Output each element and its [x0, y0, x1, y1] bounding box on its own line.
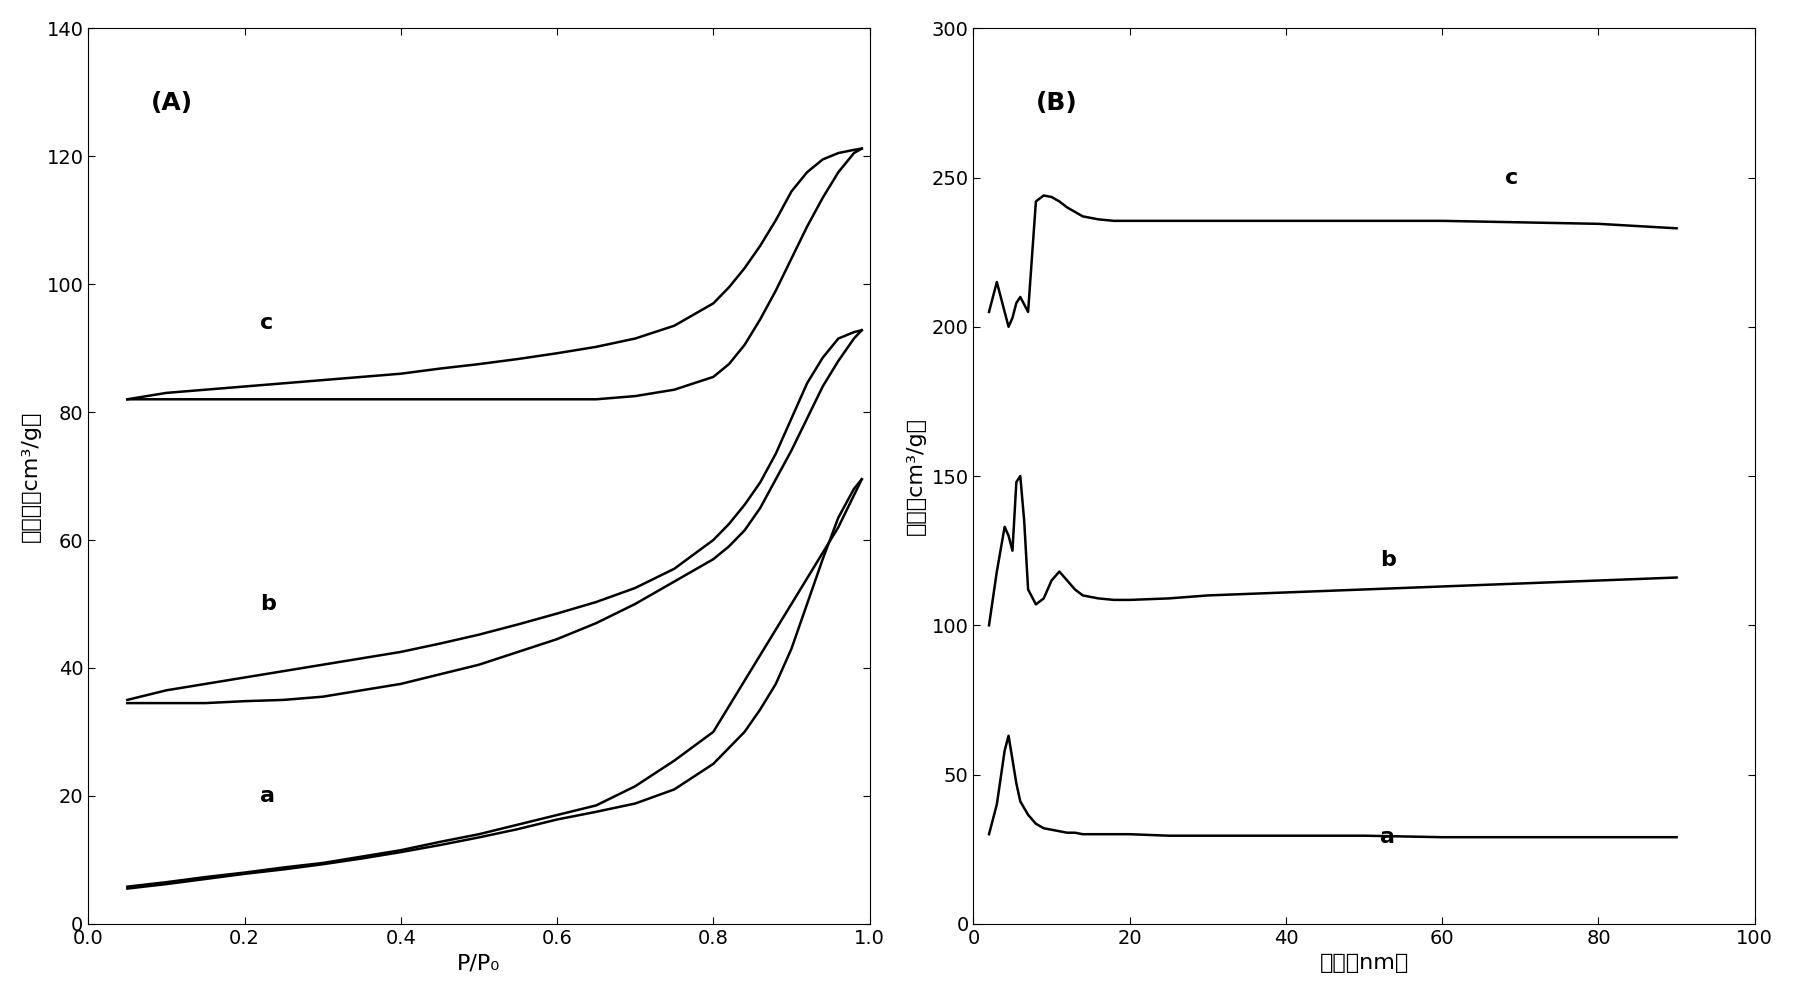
- Text: a: a: [1380, 827, 1394, 847]
- Text: a: a: [260, 786, 274, 806]
- Y-axis label: 孔容（cm³/g）: 孔容（cm³/g）: [906, 417, 926, 535]
- Text: c: c: [1505, 168, 1518, 188]
- X-axis label: P/P₀: P/P₀: [457, 953, 501, 973]
- X-axis label: 孔径（nm）: 孔径（nm）: [1319, 953, 1408, 973]
- Text: (B): (B): [1035, 91, 1078, 115]
- Text: b: b: [260, 594, 276, 614]
- Y-axis label: 吸附量（cm³/g）: 吸附量（cm³/g）: [22, 411, 41, 542]
- Text: (A): (A): [151, 91, 194, 115]
- Text: b: b: [1380, 550, 1396, 570]
- Text: c: c: [260, 313, 273, 333]
